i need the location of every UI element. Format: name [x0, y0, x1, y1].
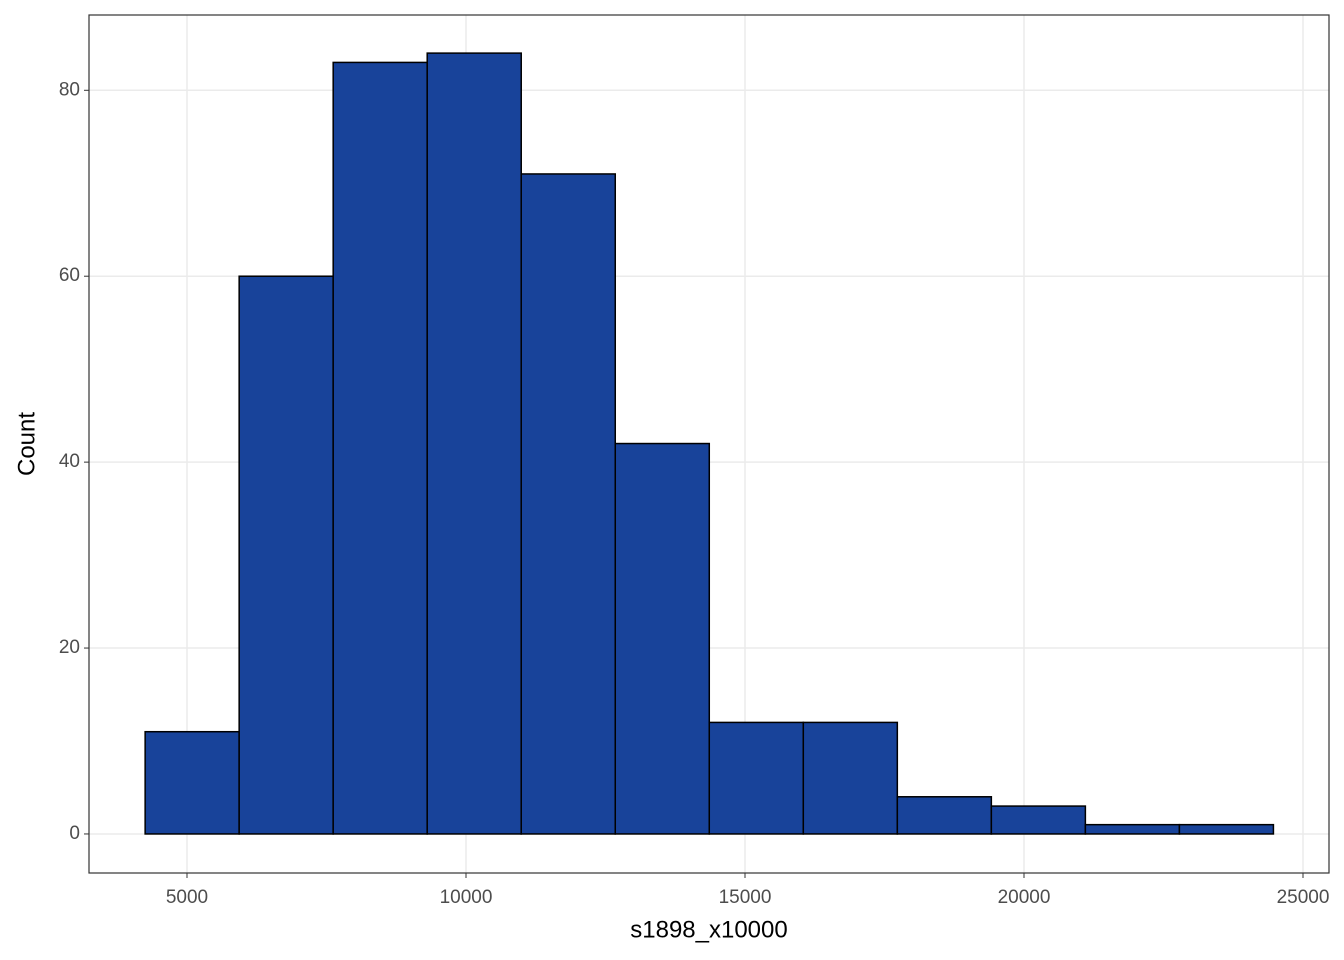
bar	[332, 61, 428, 835]
x-axis-title: s1898_x10000	[630, 916, 787, 943]
x-tick-label: 5000	[166, 887, 208, 908]
bar	[1084, 823, 1181, 835]
bar	[238, 275, 334, 835]
x-tick-label: 20000	[998, 887, 1051, 908]
x-tick-label: 25000	[1277, 887, 1330, 908]
bar	[896, 796, 993, 835]
y-tick-label: 0	[69, 823, 80, 844]
y-tick-label: 80	[59, 79, 80, 100]
bar	[802, 721, 899, 835]
y-tick-label: 40	[59, 451, 80, 472]
bar	[520, 173, 617, 835]
bar	[1178, 823, 1275, 835]
x-tick-label: 15000	[719, 887, 772, 908]
bar	[614, 442, 711, 835]
panel-border	[88, 14, 1330, 874]
bar	[426, 52, 522, 835]
y-tick-label: 60	[59, 265, 80, 286]
y-axis-title: Count	[13, 412, 40, 476]
x-tick-label: 10000	[440, 887, 493, 908]
bar	[708, 721, 805, 835]
bar	[144, 730, 240, 835]
y-tick-label: 20	[59, 637, 80, 658]
bar	[990, 805, 1087, 835]
